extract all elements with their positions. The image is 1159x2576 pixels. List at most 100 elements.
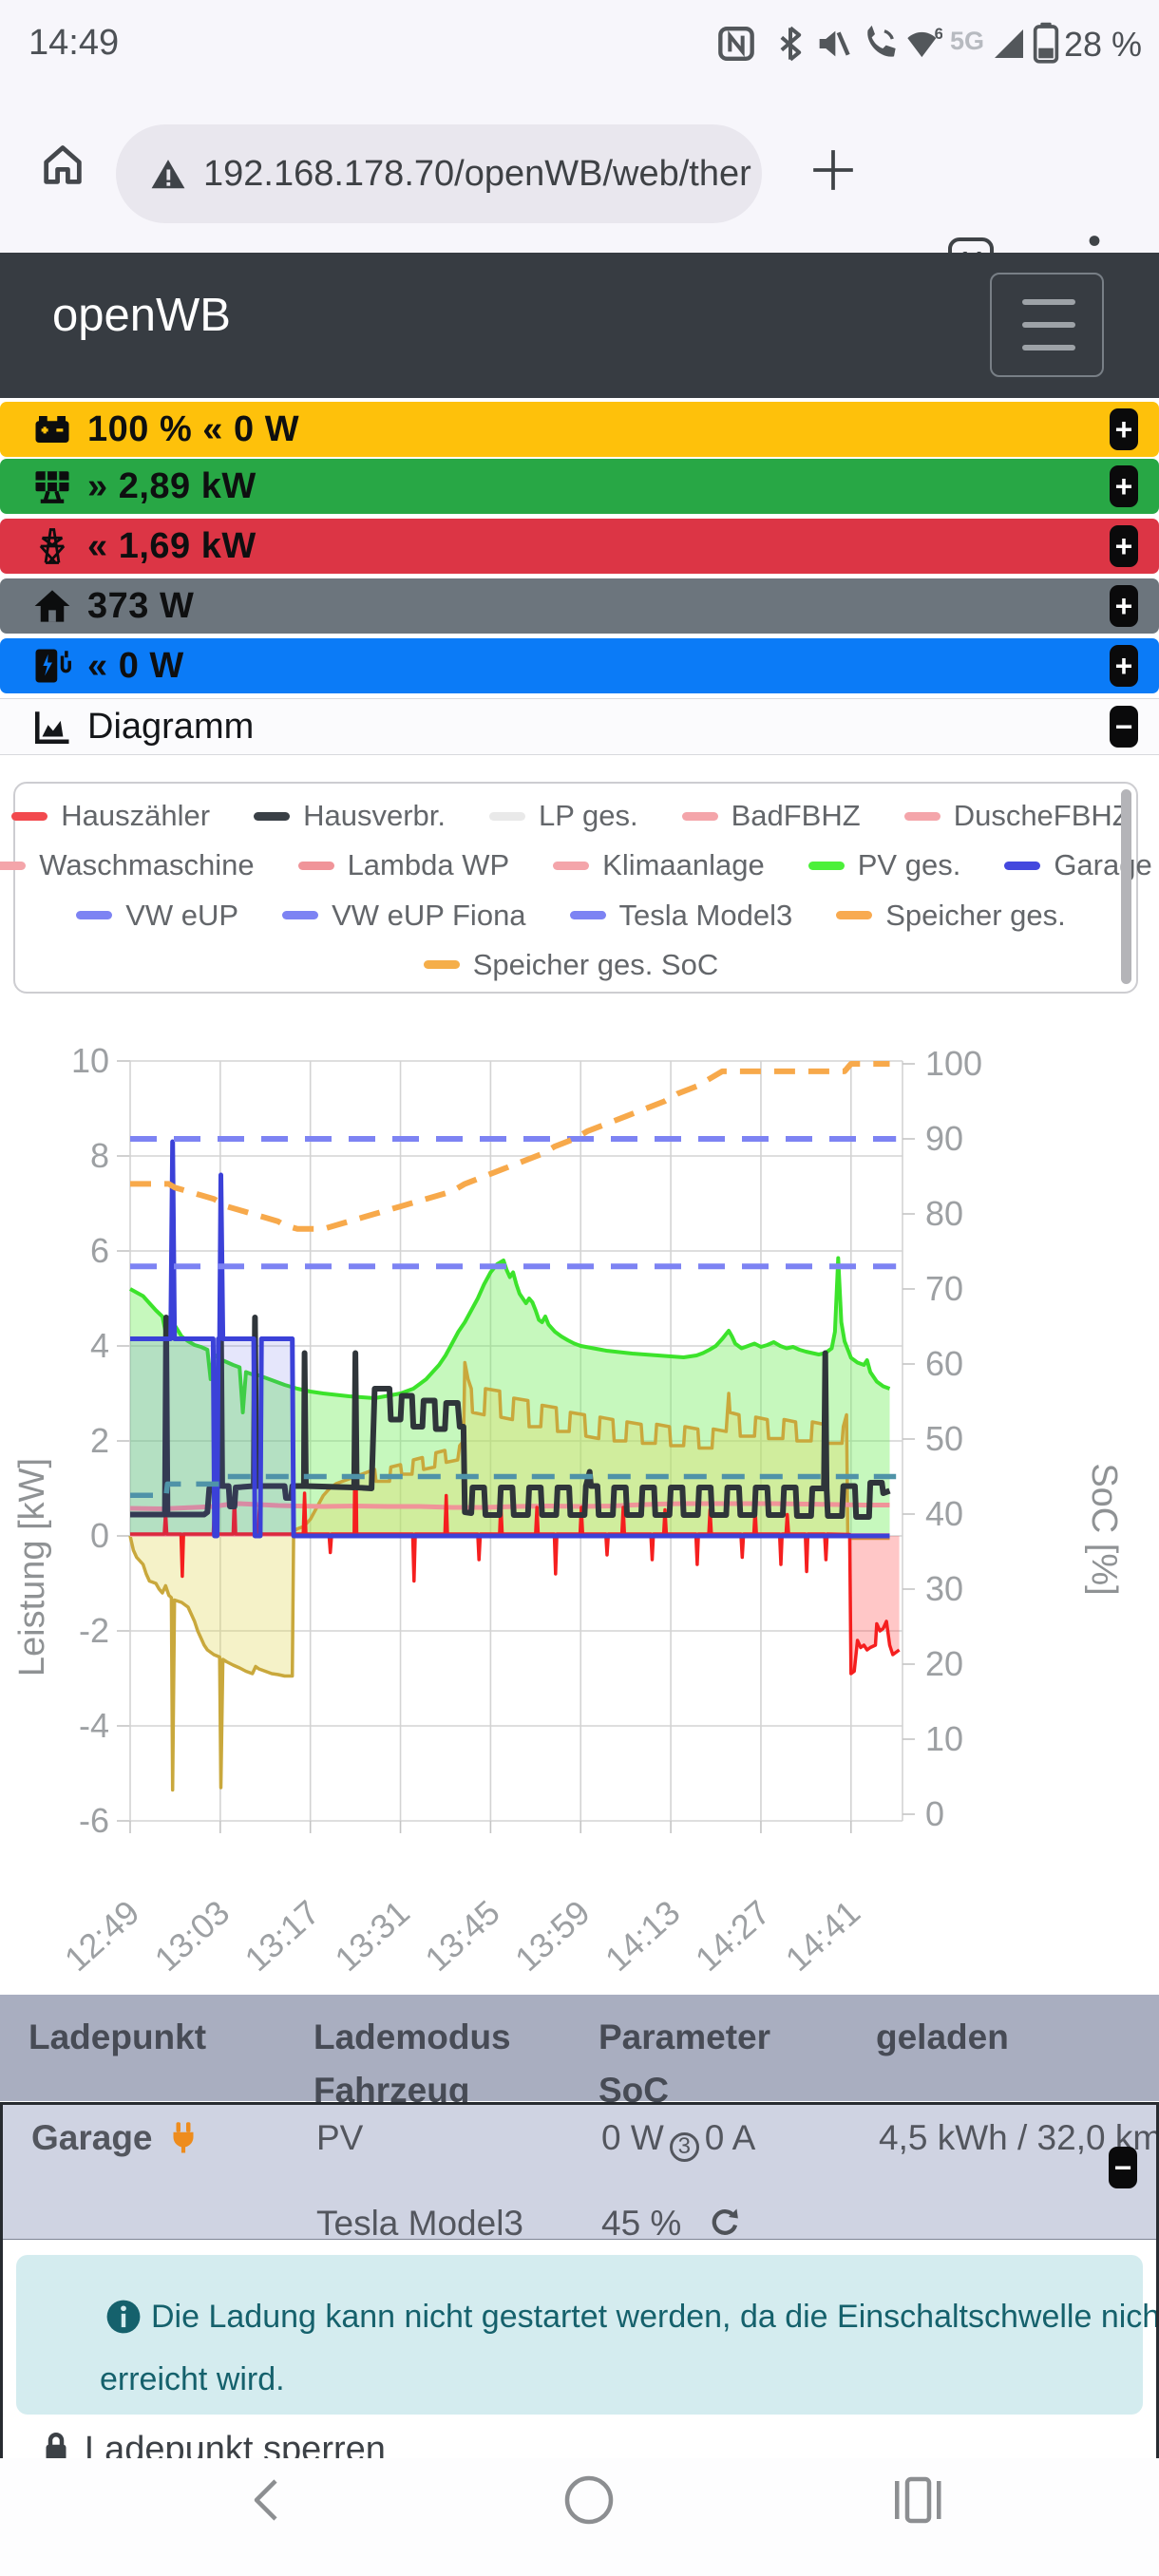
svg-text:Leistung [kW]: Leistung [kW] bbox=[12, 1458, 52, 1676]
url-bar[interactable]: 192.168.178.70/openWB/web/ther bbox=[116, 124, 762, 223]
col-geladen: geladen bbox=[876, 2017, 1009, 2056]
legend-swatch bbox=[808, 861, 845, 870]
series-Garage bbox=[130, 1139, 890, 1539]
svg-text:80: 80 bbox=[925, 1194, 963, 1233]
alert-text-line1: Die Ladung kann nicht gestartet werden, … bbox=[151, 2299, 1159, 2335]
app-navbar: openWB bbox=[0, 253, 1159, 398]
legend-row: Hauszähler Hausverbr. LP ges. BadFBHZ Dusche… bbox=[11, 799, 1130, 833]
svg-text:14:41: 14:41 bbox=[778, 1892, 867, 1979]
legend-swatch bbox=[0, 861, 27, 870]
volume-muted-icon bbox=[819, 30, 850, 57]
legend-item[interactable]: BadFBHZ bbox=[681, 799, 861, 833]
svg-text:13:17: 13:17 bbox=[238, 1892, 327, 1979]
nfc-icon bbox=[718, 26, 754, 61]
charge-mode: PV bbox=[316, 2118, 364, 2157]
chargepoint-expand-button[interactable]: + bbox=[1110, 645, 1138, 687]
home-icon[interactable] bbox=[38, 141, 87, 190]
network-type-label: 5G bbox=[950, 27, 985, 55]
legend-item[interactable]: Klimaanlage bbox=[553, 848, 765, 882]
summary-bar-grid[interactable]: « 1,69 kW + bbox=[0, 519, 1159, 574]
legend-item[interactable]: PV ges. bbox=[808, 848, 960, 882]
summary-bar-pv[interactable]: » 2,89 kW + bbox=[0, 459, 1159, 514]
nav-home-icon[interactable] bbox=[562, 2473, 616, 2527]
legend-item[interactable]: VW eUP bbox=[76, 899, 238, 933]
svg-text:10: 10 bbox=[71, 1041, 109, 1080]
svg-text:100: 100 bbox=[925, 1044, 982, 1083]
legend-label: Hausverbr. bbox=[303, 799, 446, 832]
site-warning-icon bbox=[151, 160, 185, 189]
svg-text:2: 2 bbox=[90, 1421, 109, 1460]
svg-text:6: 6 bbox=[935, 25, 942, 43]
legend-scrollbar[interactable] bbox=[1121, 789, 1131, 984]
summary-bar-chargepoint[interactable]: « 0 W + bbox=[0, 638, 1159, 693]
svg-text:40: 40 bbox=[925, 1494, 963, 1533]
legend-label: DuscheFBHZ bbox=[953, 799, 1130, 832]
soc-refresh-icon[interactable] bbox=[708, 2206, 740, 2238]
legend-item[interactable]: Hausverbr. bbox=[254, 799, 446, 833]
legend-item[interactable]: Speicher ges. SoC bbox=[423, 948, 718, 982]
legend-swatch bbox=[76, 911, 113, 920]
svg-text:4: 4 bbox=[90, 1326, 109, 1365]
lock-chargepoint-row[interactable]: Ladepunkt sperren bbox=[3, 2424, 1156, 2458]
car-battery-icon bbox=[35, 416, 69, 443]
legend-swatch bbox=[423, 960, 460, 970]
col-ladepunkt: Ladepunkt bbox=[28, 2017, 207, 2056]
series-PV ges. bbox=[129, 1256, 891, 1414]
svg-text:SoC [%]: SoC [%] bbox=[1084, 1463, 1124, 1595]
clock: 14:49 bbox=[28, 23, 120, 63]
summary-bar-battery[interactable]: 100 % « 0 W + bbox=[0, 402, 1159, 457]
cell-signal-icon bbox=[995, 29, 1023, 58]
summary-bar-house[interactable]: 373 W + bbox=[0, 578, 1159, 634]
legend-item[interactable]: Tesla Model3 bbox=[569, 899, 792, 933]
house-expand-button[interactable]: + bbox=[1110, 585, 1138, 627]
legend-label: Hauszähler bbox=[61, 799, 211, 832]
legend-item[interactable]: Garage bbox=[1004, 848, 1152, 882]
legend-item[interactable]: Lambda WP bbox=[297, 848, 510, 882]
legend-swatch bbox=[681, 811, 718, 821]
svg-text:6: 6 bbox=[90, 1231, 109, 1270]
legend-swatch bbox=[553, 861, 590, 870]
svg-text:50: 50 bbox=[925, 1419, 963, 1458]
svg-text:13:59: 13:59 bbox=[507, 1892, 597, 1979]
svg-text:13:45: 13:45 bbox=[417, 1892, 506, 1979]
legend-item[interactable]: Waschmaschine bbox=[0, 848, 255, 882]
col-parameter: Parameter bbox=[598, 2017, 771, 2056]
legend-swatch bbox=[11, 811, 48, 821]
browser-toolbar: 192.168.178.70/openWB/web/ther 14 bbox=[0, 85, 1159, 283]
battery-icon bbox=[1033, 22, 1059, 64]
legend-label: VW eUP bbox=[125, 898, 239, 932]
svg-text:10: 10 bbox=[925, 1719, 963, 1758]
solar-panel-icon bbox=[35, 471, 69, 503]
transmission-tower-icon bbox=[39, 528, 66, 564]
series-Hausverbr. bbox=[130, 1312, 891, 1520]
diagram-collapse-button[interactable]: − bbox=[1110, 706, 1138, 748]
legend-item[interactable]: VW eUP Fiona bbox=[282, 899, 526, 933]
svg-text:90: 90 bbox=[925, 1119, 963, 1158]
house-summary-text: 373 W bbox=[87, 585, 195, 626]
nav-back-icon[interactable] bbox=[245, 2475, 287, 2525]
legend-row: Speicher ges. SoC bbox=[34, 948, 1108, 982]
chart-legend: Hauszähler Hausverbr. LP ges. BadFBHZ Dusche… bbox=[0, 782, 1152, 994]
legend-label: Lambda WP bbox=[347, 848, 510, 882]
legend-label: Speicher ges. bbox=[885, 898, 1066, 932]
chargepoint-collapse-button[interactable]: − bbox=[1109, 2147, 1137, 2188]
legend-item[interactable]: Hauszähler bbox=[11, 799, 210, 833]
menu-toggle-button[interactable] bbox=[990, 273, 1104, 377]
new-tab-icon[interactable] bbox=[809, 146, 857, 194]
diagram-section-header[interactable]: Diagramm − bbox=[0, 698, 1159, 755]
legend-item[interactable]: DuscheFBHZ bbox=[903, 799, 1130, 833]
pv-expand-button[interactable]: + bbox=[1110, 465, 1138, 507]
legend-item[interactable]: LP ges. bbox=[489, 799, 638, 833]
svg-text:14:27: 14:27 bbox=[688, 1892, 777, 1979]
phase-count: 3 bbox=[669, 2131, 699, 2162]
grid-expand-button[interactable]: + bbox=[1110, 525, 1138, 567]
battery-expand-button[interactable]: + bbox=[1110, 408, 1138, 450]
plug-icon bbox=[173, 2122, 194, 2153]
power-soc-chart: -6 -4 -2 0 2 4 6 8 10 12:49 13:03 13:17 13:31 13:45 13… bbox=[12, 1041, 1124, 1979]
wifi-6-icon: 6 bbox=[907, 25, 942, 58]
legend-item[interactable]: Speicher ges. bbox=[836, 899, 1066, 933]
svg-text:70: 70 bbox=[925, 1269, 963, 1308]
svg-text:0: 0 bbox=[90, 1516, 109, 1555]
nav-recents-icon[interactable] bbox=[891, 2475, 944, 2525]
app-title: openWB bbox=[52, 290, 231, 341]
